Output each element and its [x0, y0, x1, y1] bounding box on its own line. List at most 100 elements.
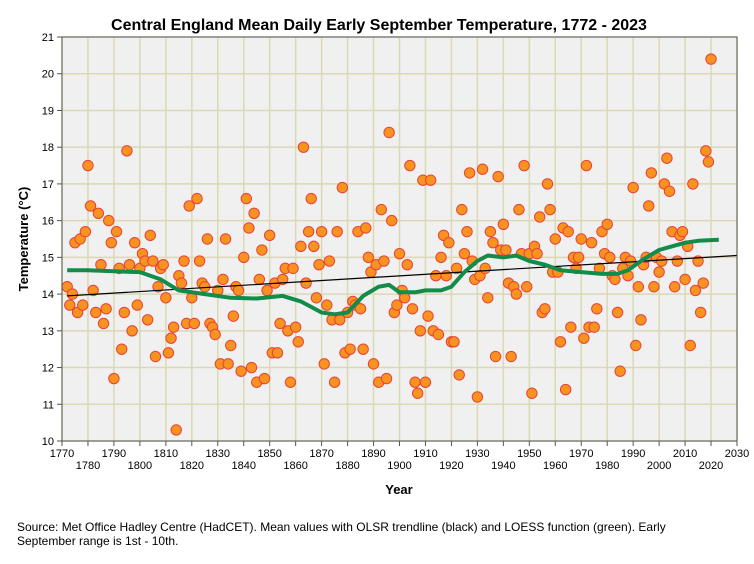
data-point — [66, 288, 79, 300]
data-point — [492, 170, 504, 183]
data-point — [419, 376, 432, 388]
y-tick-label: 13 — [42, 326, 54, 338]
data-point — [430, 270, 442, 282]
data-point — [79, 225, 92, 238]
data-point — [126, 325, 138, 337]
data-point — [284, 376, 297, 388]
data-point — [562, 225, 574, 238]
data-point — [380, 372, 393, 385]
data-point — [116, 343, 128, 355]
data-point — [323, 255, 336, 267]
data-point — [443, 236, 455, 249]
data-point — [521, 281, 533, 293]
data-point — [287, 262, 299, 275]
data-point — [482, 292, 494, 304]
data-point — [147, 255, 159, 267]
data-point — [82, 159, 94, 172]
data-point — [118, 306, 131, 319]
data-point — [121, 145, 133, 157]
data-point — [344, 343, 356, 355]
data-point — [308, 240, 320, 253]
data-point — [406, 303, 419, 315]
data-point — [222, 358, 234, 370]
data-point — [601, 218, 613, 231]
data-point — [435, 251, 447, 264]
y-tick-label: 20 — [42, 69, 54, 81]
data-point — [292, 336, 304, 348]
data-point — [245, 361, 258, 374]
data-point — [544, 203, 556, 216]
data-point — [572, 251, 585, 264]
data-point — [160, 292, 172, 304]
data-point — [362, 251, 375, 264]
x-tick-label: 1840 — [231, 460, 255, 472]
data-point — [663, 185, 676, 197]
data-point — [258, 372, 271, 385]
data-point — [302, 225, 315, 238]
data-point — [611, 306, 624, 319]
data-point — [588, 321, 600, 333]
data-point — [157, 259, 169, 271]
x-tick-label: 1950 — [517, 448, 541, 460]
data-point — [328, 376, 341, 388]
y-axis-label: Temperature (°C) — [16, 187, 31, 292]
data-point — [274, 317, 286, 330]
data-point — [630, 339, 642, 352]
x-tick-label: 1970 — [569, 448, 593, 460]
data-point — [614, 365, 626, 377]
data-point — [253, 273, 266, 286]
data-point — [702, 156, 715, 168]
y-tick-label: 10 — [42, 436, 54, 448]
data-point — [533, 211, 546, 223]
data-point — [383, 126, 395, 139]
y-tick-label: 12 — [42, 363, 54, 375]
x-tick-label: 2010 — [673, 448, 697, 460]
data-point — [539, 303, 551, 315]
x-tick-label: 1940 — [491, 460, 515, 472]
data-point — [123, 259, 136, 271]
data-point — [321, 299, 333, 311]
data-point — [84, 200, 97, 212]
x-axis-label: Year — [385, 482, 412, 497]
x-tick-label: 1770 — [50, 448, 74, 460]
data-point — [687, 178, 699, 190]
data-point — [77, 299, 89, 311]
data-point — [225, 339, 237, 352]
data-point — [497, 218, 510, 231]
data-point — [648, 281, 660, 293]
data-point — [526, 387, 538, 399]
data-point — [578, 332, 590, 344]
data-point — [591, 303, 603, 315]
data-point — [87, 284, 99, 297]
data-point — [479, 262, 491, 275]
data-point — [336, 181, 349, 194]
data-point — [188, 317, 201, 330]
data-point — [238, 251, 250, 264]
x-tick-label: 2030 — [725, 448, 749, 460]
data-point — [531, 247, 543, 260]
x-tick-label: 1880 — [335, 460, 359, 472]
data-point — [256, 244, 268, 256]
source-note-line-2: September range is 1st - 10th. — [17, 534, 178, 548]
data-point — [105, 236, 118, 249]
data-point — [162, 347, 175, 359]
data-point — [632, 281, 645, 293]
data-point — [110, 225, 123, 238]
data-point — [167, 321, 180, 333]
data-point — [235, 365, 247, 377]
data-point — [360, 222, 372, 234]
data-point — [661, 152, 673, 164]
data-point — [565, 321, 577, 333]
data-point — [585, 236, 598, 249]
data-point — [705, 53, 717, 65]
y-tick-label: 17 — [42, 179, 54, 191]
data-point — [92, 207, 105, 219]
data-point — [289, 321, 302, 333]
data-point — [489, 350, 502, 363]
data-point — [676, 225, 689, 238]
y-tick-label: 19 — [42, 105, 54, 117]
data-point — [513, 203, 525, 216]
x-tick-label: 2000 — [647, 460, 671, 472]
data-point — [458, 247, 471, 260]
data-point — [411, 387, 424, 399]
